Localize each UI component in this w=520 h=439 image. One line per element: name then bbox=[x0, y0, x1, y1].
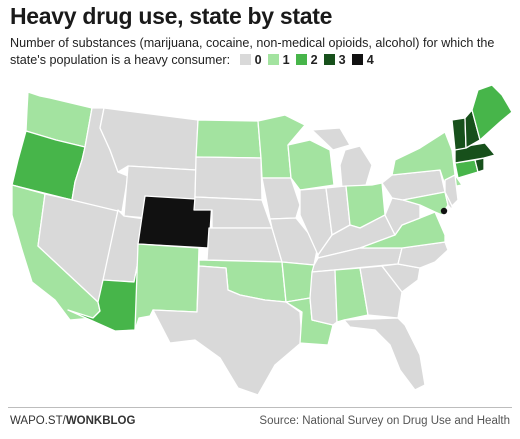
state-AL bbox=[334, 267, 369, 323]
legend-swatch-3 bbox=[323, 54, 335, 65]
state-AR bbox=[281, 261, 315, 303]
state-SD bbox=[194, 156, 263, 201]
state-KS bbox=[206, 227, 283, 263]
legend-label-0: 0 bbox=[254, 53, 262, 67]
footer-credit[interactable]: WAPO.ST/WONKBLOG bbox=[10, 415, 135, 427]
legend-item-3: 3 bbox=[323, 52, 346, 69]
legend-label-3: 3 bbox=[338, 53, 346, 67]
state-NJ bbox=[444, 174, 459, 207]
subtitle-text: Number of substances (marijuana, cocaine… bbox=[10, 36, 495, 67]
state-IA bbox=[261, 177, 301, 220]
legend-swatch-2 bbox=[295, 54, 307, 65]
legend-label-1: 1 bbox=[282, 53, 290, 67]
footer-source: Source: National Survey on Drug Use and … bbox=[259, 415, 510, 427]
footer-credit-brand: WONKBLOG bbox=[65, 415, 136, 427]
legend-swatch-1 bbox=[267, 54, 279, 65]
legend-swatch-0 bbox=[239, 54, 251, 65]
state-FL bbox=[343, 317, 426, 391]
state-VT bbox=[451, 117, 467, 151]
footer-credit-prefix: WAPO.ST/ bbox=[10, 415, 66, 427]
legend-item-0: 0 bbox=[239, 52, 262, 69]
dc-marker bbox=[440, 207, 448, 215]
state-ND bbox=[195, 119, 262, 159]
state-MS bbox=[309, 269, 338, 326]
us-choropleth-map bbox=[11, 84, 513, 396]
legend-swatch-4 bbox=[351, 54, 363, 65]
legend-item-4: 4 bbox=[351, 52, 374, 69]
state-WI bbox=[287, 139, 335, 191]
state-SC bbox=[381, 263, 421, 293]
chart-title: Heavy drug use, state by state bbox=[10, 3, 333, 29]
legend-item-2: 2 bbox=[295, 52, 318, 69]
legend-item-1: 1 bbox=[267, 52, 290, 69]
state-ME bbox=[471, 84, 513, 141]
legend: 0 1 2 3 4 bbox=[234, 53, 374, 67]
state-TX bbox=[152, 265, 303, 396]
footer-divider bbox=[8, 407, 512, 408]
legend-label-4: 4 bbox=[366, 53, 374, 67]
state-NY bbox=[391, 131, 463, 189]
legend-label-2: 2 bbox=[310, 53, 318, 67]
state-MT bbox=[99, 107, 199, 173]
state-NM bbox=[134, 243, 200, 331]
chart-subtitle: Number of substances (marijuana, cocaine… bbox=[10, 35, 515, 69]
